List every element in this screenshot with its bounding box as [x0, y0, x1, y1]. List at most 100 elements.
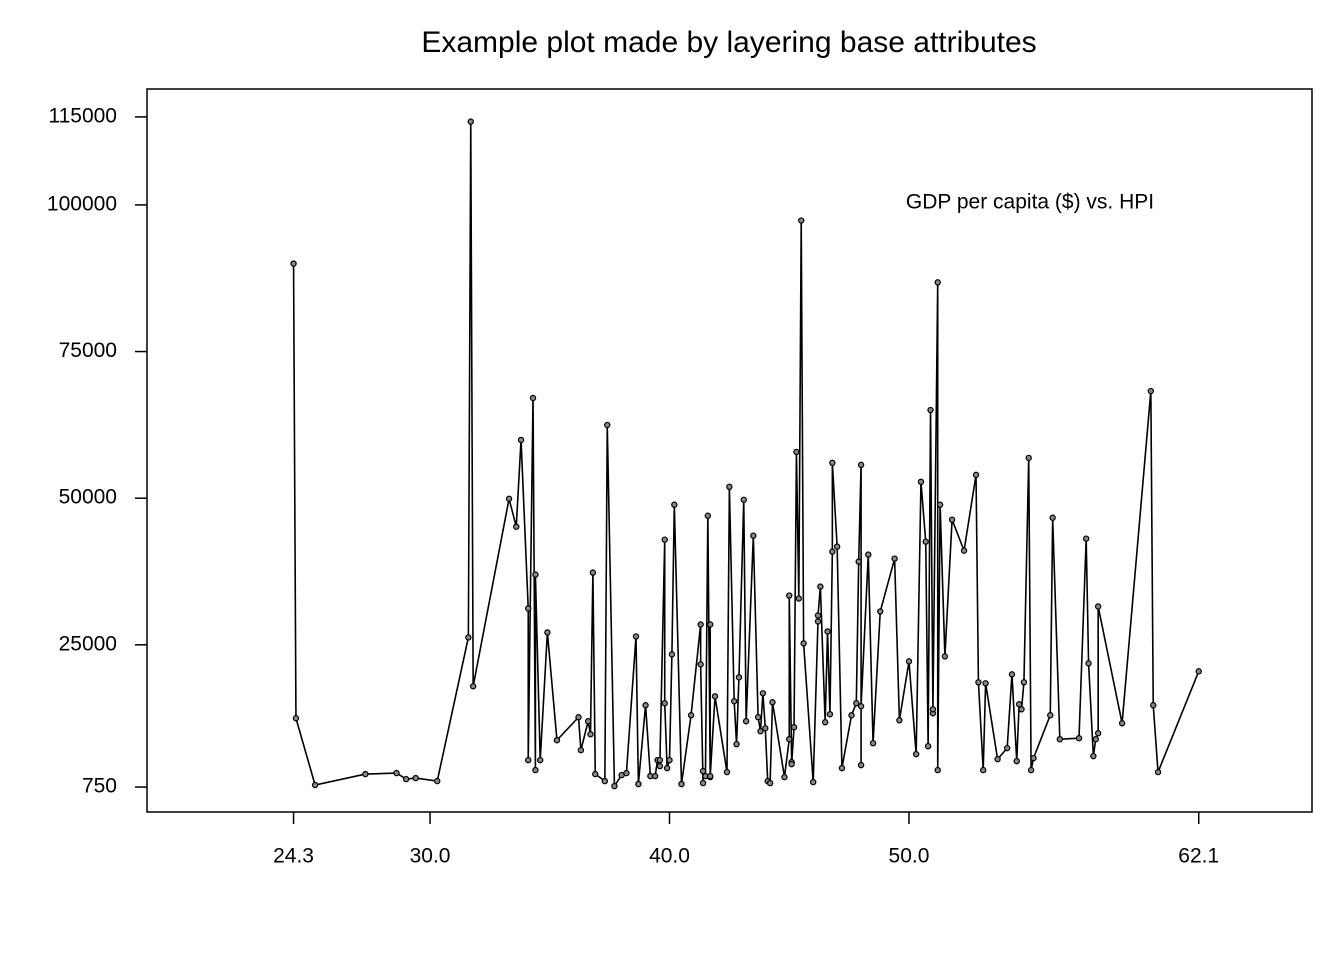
- data-point: [1049, 514, 1056, 521]
- data-point: [788, 760, 795, 768]
- data-point: [790, 724, 798, 731]
- data-point: [587, 731, 594, 738]
- data-point: [795, 595, 803, 602]
- data-point: [529, 394, 537, 402]
- data-point: [699, 779, 707, 787]
- data-point: [517, 436, 525, 444]
- data-point: [994, 755, 1001, 763]
- data-point: [757, 728, 764, 735]
- data-point: [853, 700, 860, 707]
- data-point: [730, 698, 738, 705]
- data-point: [1015, 701, 1023, 708]
- data-point: [1013, 757, 1020, 765]
- data-point: [857, 461, 865, 469]
- data-point: [575, 714, 582, 721]
- data-point: [623, 769, 630, 777]
- data-point: [786, 735, 793, 743]
- data-point: [1154, 768, 1162, 776]
- data-point: [1094, 730, 1102, 737]
- data-point: [821, 719, 829, 726]
- data-point: [1147, 387, 1155, 395]
- data-point: [1020, 679, 1028, 686]
- data-point: [972, 471, 980, 479]
- data-point: [678, 780, 685, 788]
- data-point: [826, 711, 834, 718]
- data-point: [733, 740, 740, 748]
- data-point: [934, 279, 941, 286]
- data-point: [1090, 752, 1097, 760]
- data-point: [762, 725, 769, 732]
- data-point: [707, 621, 714, 628]
- data-point: [697, 661, 704, 668]
- data-point: [412, 774, 419, 782]
- data-point: [1195, 668, 1202, 675]
- data-point: [635, 780, 642, 788]
- data-point: [704, 512, 712, 519]
- plot-frame: [146, 88, 1313, 813]
- data-point: [754, 714, 762, 721]
- data-point: [814, 618, 822, 625]
- y-tick-label: 115000: [48, 104, 117, 127]
- data-point: [833, 543, 841, 550]
- data-point: [393, 769, 400, 777]
- data-point: [467, 118, 474, 125]
- data-point: [505, 495, 513, 502]
- x-tick-label: 30.0: [410, 845, 451, 868]
- data-point: [632, 633, 640, 640]
- x-tick-label: 24.3: [273, 845, 314, 868]
- data-point: [912, 750, 920, 758]
- data-point: [941, 653, 949, 660]
- data-point: [857, 761, 865, 769]
- data-point: [577, 746, 585, 754]
- data-point: [980, 766, 987, 774]
- data-point: [290, 260, 297, 267]
- data-point: [982, 680, 989, 687]
- data-point: [697, 621, 704, 628]
- data-point: [848, 712, 855, 719]
- data-point: [1085, 660, 1092, 667]
- data-point: [855, 558, 862, 565]
- data-point: [687, 712, 695, 719]
- data-point: [656, 762, 664, 770]
- data-point: [544, 629, 551, 636]
- data-point: [936, 501, 944, 508]
- data-point: [798, 217, 805, 224]
- data-point: [1075, 735, 1083, 742]
- data-point: [1025, 454, 1032, 462]
- data-point: [759, 690, 767, 697]
- data-point: [537, 756, 544, 764]
- data-point: [781, 773, 788, 781]
- data-point: [651, 772, 659, 780]
- data-point: [604, 421, 611, 429]
- data-point: [800, 640, 807, 647]
- data-point: [553, 736, 561, 744]
- data-point: [865, 551, 872, 558]
- data-point: [740, 496, 747, 503]
- data-point: [592, 770, 599, 778]
- data-point: [711, 693, 719, 700]
- data-point: [1018, 706, 1025, 713]
- data-point: [824, 628, 831, 635]
- data-point: [975, 679, 982, 686]
- data-point: [434, 777, 441, 785]
- data-point: [809, 778, 817, 786]
- data-point: [671, 501, 678, 508]
- data-point: [735, 674, 743, 681]
- data-point: [661, 700, 668, 707]
- data-point: [469, 683, 477, 690]
- data-point: [589, 569, 597, 576]
- data-point: [829, 459, 836, 467]
- data-point: [750, 532, 757, 539]
- data-point: [1118, 720, 1126, 727]
- data-point: [922, 538, 929, 545]
- data-point: [934, 766, 941, 774]
- y-tick-label: 750: [82, 775, 117, 798]
- data-point: [292, 715, 300, 722]
- data-point: [1003, 744, 1011, 752]
- x-tick-label: 40.0: [649, 845, 690, 868]
- data-point: [611, 782, 618, 790]
- data-point: [877, 608, 884, 615]
- x-tick-label: 62.1: [1178, 845, 1219, 868]
- data-point: [857, 703, 865, 710]
